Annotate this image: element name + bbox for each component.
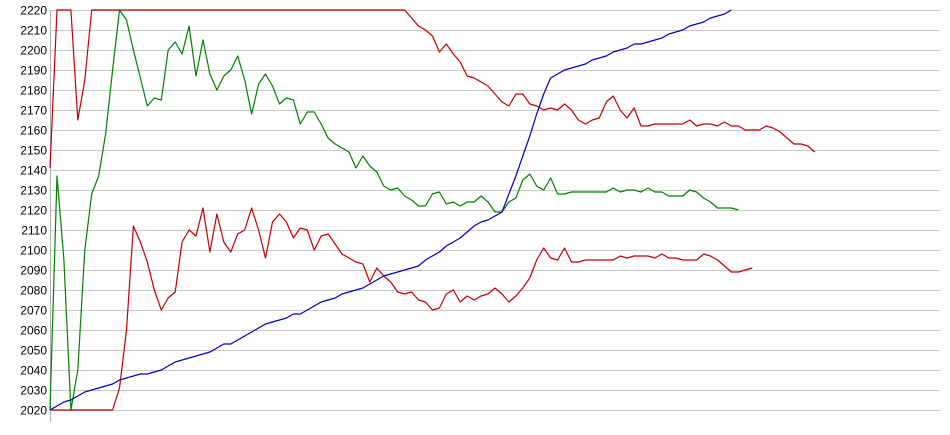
y-tick-labels: 2020 2030 2040 2050 2060 2070 2080 2090 2100 2110… [20, 4, 47, 418]
y-tick-label: 2140 [20, 164, 47, 178]
y-tick-label: 2130 [20, 184, 47, 198]
y-tick-label: 2180 [20, 84, 47, 98]
series-line-1 [49, 9, 816, 169]
y-tick-label: 2090 [20, 264, 47, 278]
y-tick-label: 2160 [20, 124, 47, 138]
y-tick-label: 2020 [20, 404, 47, 418]
series-line-3 [50, 207, 753, 411]
series-lines [49, 9, 816, 411]
y-tick-label: 2200 [20, 44, 47, 58]
y-tick-label: 2220 [20, 4, 47, 18]
y-tick-label: 2210 [20, 24, 47, 38]
y-tick-label: 2050 [20, 344, 47, 358]
y-tick-label: 2080 [20, 284, 47, 298]
y-tick-label: 2070 [20, 304, 47, 318]
y-tick-label: 2030 [20, 384, 47, 398]
grid-lines [50, 10, 940, 411]
y-tick-label: 2110 [21, 224, 47, 238]
series-line-2 [49, 9, 739, 411]
y-tick-label: 2120 [20, 204, 47, 218]
y-tick-label: 2170 [20, 104, 47, 118]
y-tick-label: 2150 [20, 144, 47, 158]
series-line-4 [49, 9, 732, 411]
y-tick-label: 2190 [20, 64, 47, 78]
y-tick-label: 2100 [20, 244, 47, 258]
y-tick-label: 2060 [20, 324, 47, 338]
y-tick-label: 2040 [20, 364, 47, 378]
